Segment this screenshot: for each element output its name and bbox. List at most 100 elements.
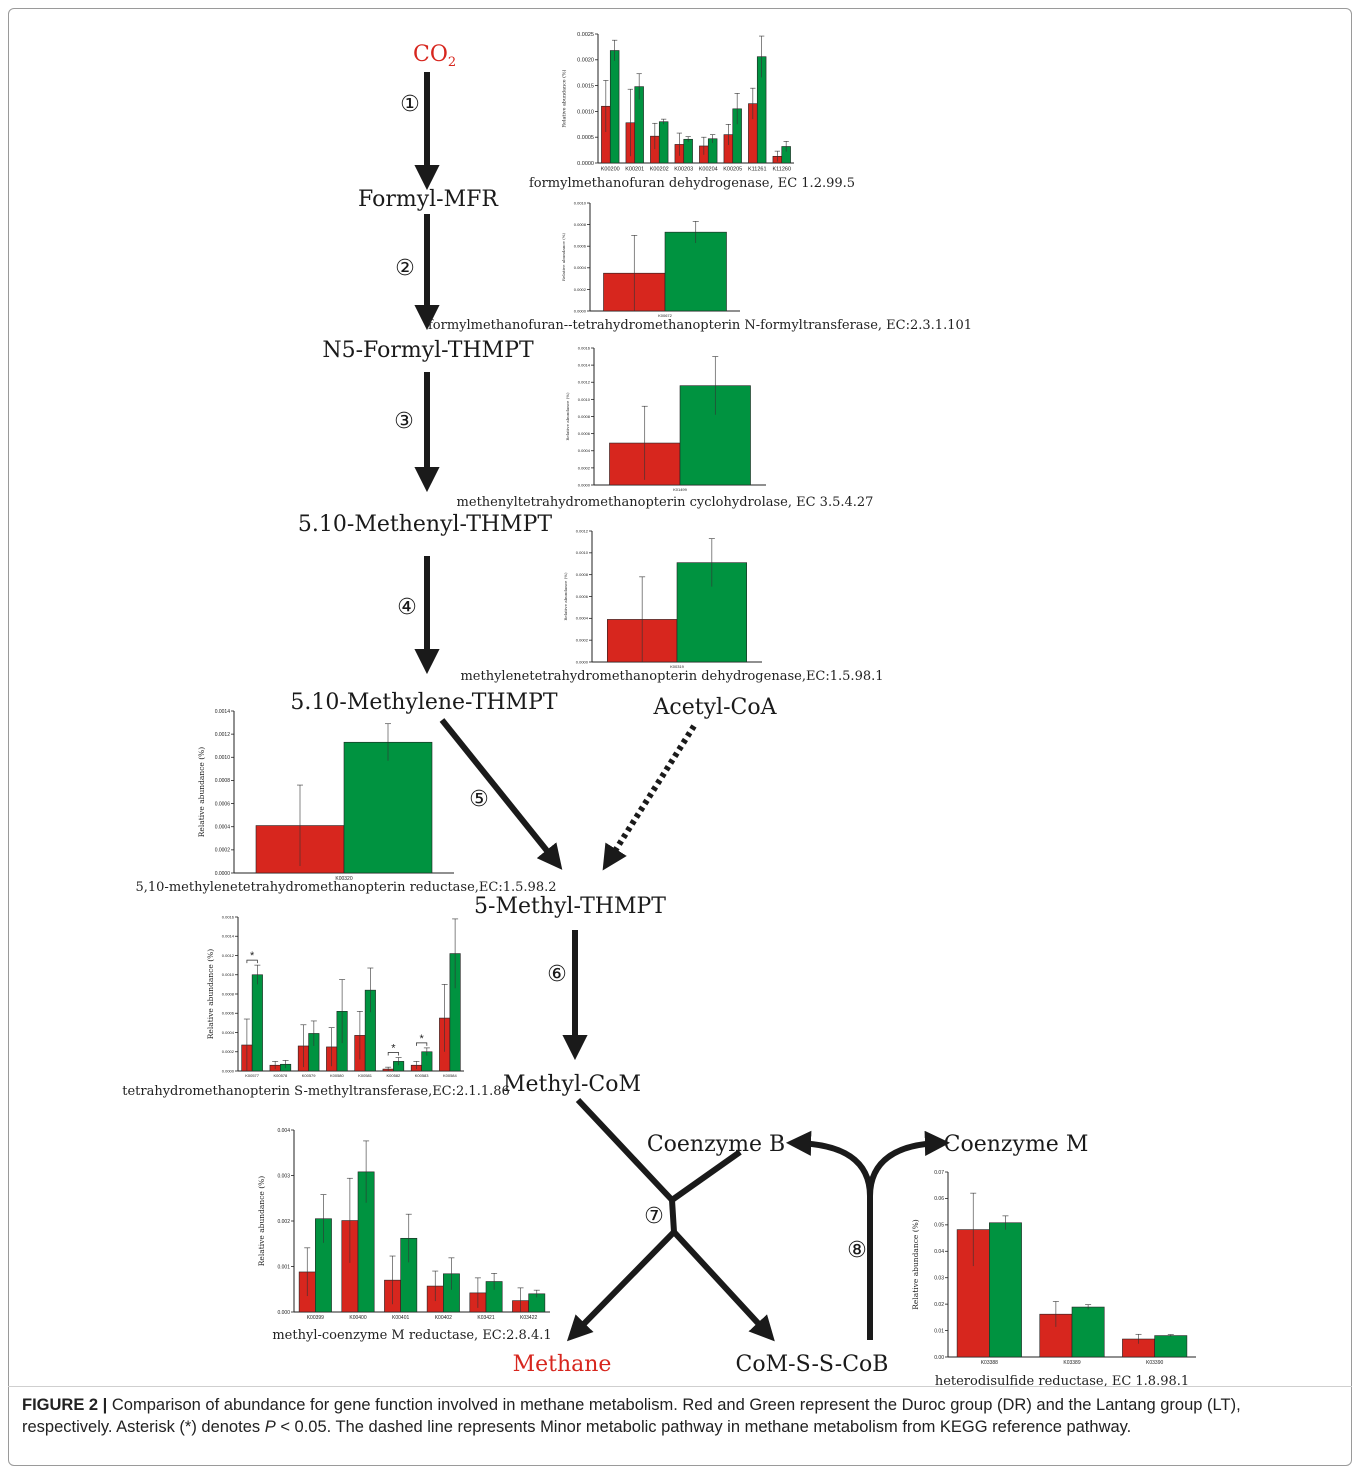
x-tick-label: K03421 [477, 1315, 494, 1321]
step-number-2: ② [395, 256, 415, 281]
y-tick-label: 0.0004 [222, 1030, 235, 1035]
chart-4: 0.0000 0.0002 0.0004 0.0006 0.0008 0.0010 0.00… [460, 528, 883, 684]
chart-title: formylmethanofuran--tetrahydromethanopte… [428, 318, 972, 333]
y-tick-label: 0.001 [277, 1264, 290, 1270]
x-tick-label: K00577 [245, 1073, 260, 1078]
y-tick-label: 0.0014 [215, 709, 231, 715]
y-tick-label: 0.0012 [222, 953, 235, 958]
y-tick-label: 0.05 [934, 1223, 944, 1229]
x-tick-label: K00402 [435, 1315, 452, 1321]
x-tick-label: K11260 [772, 167, 791, 173]
x-tick-label: K00320 [335, 876, 352, 882]
x-tick-label: K00580 [330, 1073, 345, 1078]
x-tick-label: K00202 [650, 167, 669, 173]
bar-lt-K03390 [1154, 1335, 1188, 1358]
x-tick-label: K00400 [349, 1315, 366, 1321]
y-tick-label: 0.0010 [215, 755, 231, 761]
y-tick-label: 0.0000 [222, 1068, 235, 1073]
y-tick-label: 0.0004 [578, 448, 591, 453]
significance-bracket [246, 959, 258, 964]
x-tick-label: K00581 [358, 1073, 373, 1078]
y-tick-label: 0.0004 [215, 824, 231, 830]
x-tick-label: K00204 [699, 167, 718, 173]
y-tick-label: 0.000 [277, 1310, 290, 1316]
methane-pathway-diagram: CO2 Formyl-MFR N5-Formyl-THMPT 5.10-Meth… [122, 32, 1196, 1389]
y-tick-label: 0.07 [934, 1170, 944, 1176]
y-axis-label: Relative abundance (%) [206, 949, 215, 1040]
bar-lt-K03389 [1071, 1306, 1105, 1358]
y-tick-label: 0.0008 [574, 222, 587, 227]
figure-frame [8, 8, 1352, 1466]
arrow-step-5 [439, 718, 563, 870]
significance-asterisk: * [419, 1033, 424, 1045]
y-tick-label: 0.0002 [574, 287, 587, 292]
chart-3: 0.0000 0.0002 0.0004 0.0006 0.0008 0.0010 0.00… [457, 345, 874, 510]
x-tick-label: K00582 [386, 1073, 401, 1078]
chart-5: 0.0000 0.0002 0.0004 0.0006 0.0008 0.0010 0.00… [135, 709, 556, 895]
chart-title: 5,10-methylenetetrahydromethanopterin re… [135, 880, 556, 895]
caption-p: P [264, 1418, 276, 1436]
y-tick-label: 0.0000 [215, 871, 231, 877]
y-tick-label: 0.0014 [222, 934, 235, 939]
y-tick-label: 0.0025 [577, 32, 594, 38]
y-tick-label: 0.0002 [215, 848, 231, 854]
y-axis-label: Relative abundance (%) [561, 232, 566, 281]
x-tick-label: K03422 [520, 1315, 537, 1321]
x-tick-label: K00578 [273, 1073, 288, 1078]
y-axis-label: Relative abundance (%) [565, 392, 570, 441]
chart-title: methenyltetrahydromethanopterin cyclohyd… [457, 495, 874, 510]
arrow-step-7-coenzyme-b [670, 1149, 742, 1203]
x-tick-label: K00319 [670, 664, 685, 669]
y-axis-label: Relative abundance (%) [257, 1176, 266, 1267]
y-tick-label: 0.03 [934, 1275, 944, 1281]
y-tick-label: 0.0015 [577, 84, 594, 90]
bar-lt-K00203 [683, 138, 693, 164]
x-tick-label: K00399 [307, 1315, 324, 1321]
node-com-s-s-cob: CoM-S-S-CoB [736, 1352, 889, 1377]
y-axis-label: Relative abundance (%) [563, 572, 568, 621]
y-tick-label: 0.0005 [577, 135, 594, 141]
bar-lt-K00672 [664, 231, 727, 312]
bar-lt-K00202 [658, 121, 669, 164]
step-number-6: ⑥ [547, 962, 567, 987]
y-tick-label: 0.0006 [578, 431, 591, 436]
x-tick-label: K00579 [302, 1073, 317, 1078]
y-tick-label: 0.004 [277, 1128, 290, 1134]
arrow-step-8-to-coenzyme-b [785, 1130, 873, 1197]
significance-asterisk: * [391, 1043, 396, 1055]
y-tick-label: 0.04 [934, 1249, 944, 1255]
y-tick-label: 0.0004 [576, 616, 589, 621]
bar-lt-K00577 [251, 974, 263, 1072]
y-tick-label: 0.0012 [578, 380, 591, 385]
arrow-step-7-mid [669, 1199, 677, 1233]
node-formyl-mfr: Formyl-MFR [358, 187, 499, 212]
y-tick-label: 0.0000 [577, 161, 594, 167]
significance-bracket [387, 1052, 399, 1056]
node-acetyl-coa: Acetyl-CoA [653, 695, 778, 720]
node-methane: Methane [513, 1352, 612, 1377]
y-axis-label: Relative abundance (%) [197, 747, 206, 838]
y-tick-label: 0.003 [277, 1173, 290, 1179]
caption-divider [8, 1386, 1352, 1387]
y-tick-label: 0.0012 [215, 732, 231, 738]
x-tick-label: K00205 [723, 167, 742, 173]
node-coenzyme-m: Coenzyme M [944, 1132, 1089, 1157]
arrow-step-7-in [575, 1097, 675, 1203]
node-coenzyme-b: Coenzyme B [647, 1132, 785, 1157]
y-tick-label: 0.0000 [576, 659, 589, 664]
chart-6: 0.0000 0.0002 0.0004 0.0006 0.0008 0.0010 0.00… [122, 914, 510, 1099]
node-methylene-thmpt: 5.10-Methylene-THMPT [290, 690, 557, 715]
significance-bracket [416, 1042, 428, 1046]
figure-caption: FIGURE 2 | Comparison of abundance for g… [22, 1394, 1332, 1438]
arrow-to-methane [566, 1229, 677, 1342]
y-tick-label: 0.0002 [576, 638, 589, 643]
y-tick-label: 0.0008 [576, 572, 589, 577]
y-tick-label: 0.0008 [578, 414, 591, 419]
x-tick-label: K00584 [443, 1073, 458, 1078]
y-tick-label: 0.0006 [222, 1011, 235, 1016]
y-tick-label: 0.0008 [222, 991, 235, 996]
node-5-methyl-thmpt: 5-Methyl-THMPT [474, 894, 666, 919]
step-number-4: ④ [397, 595, 417, 620]
caption-text-2: < 0.05. The dashed line represents Minor… [275, 1418, 1132, 1436]
chart-title: methylenetetrahydromethanopterin dehydro… [460, 669, 883, 684]
